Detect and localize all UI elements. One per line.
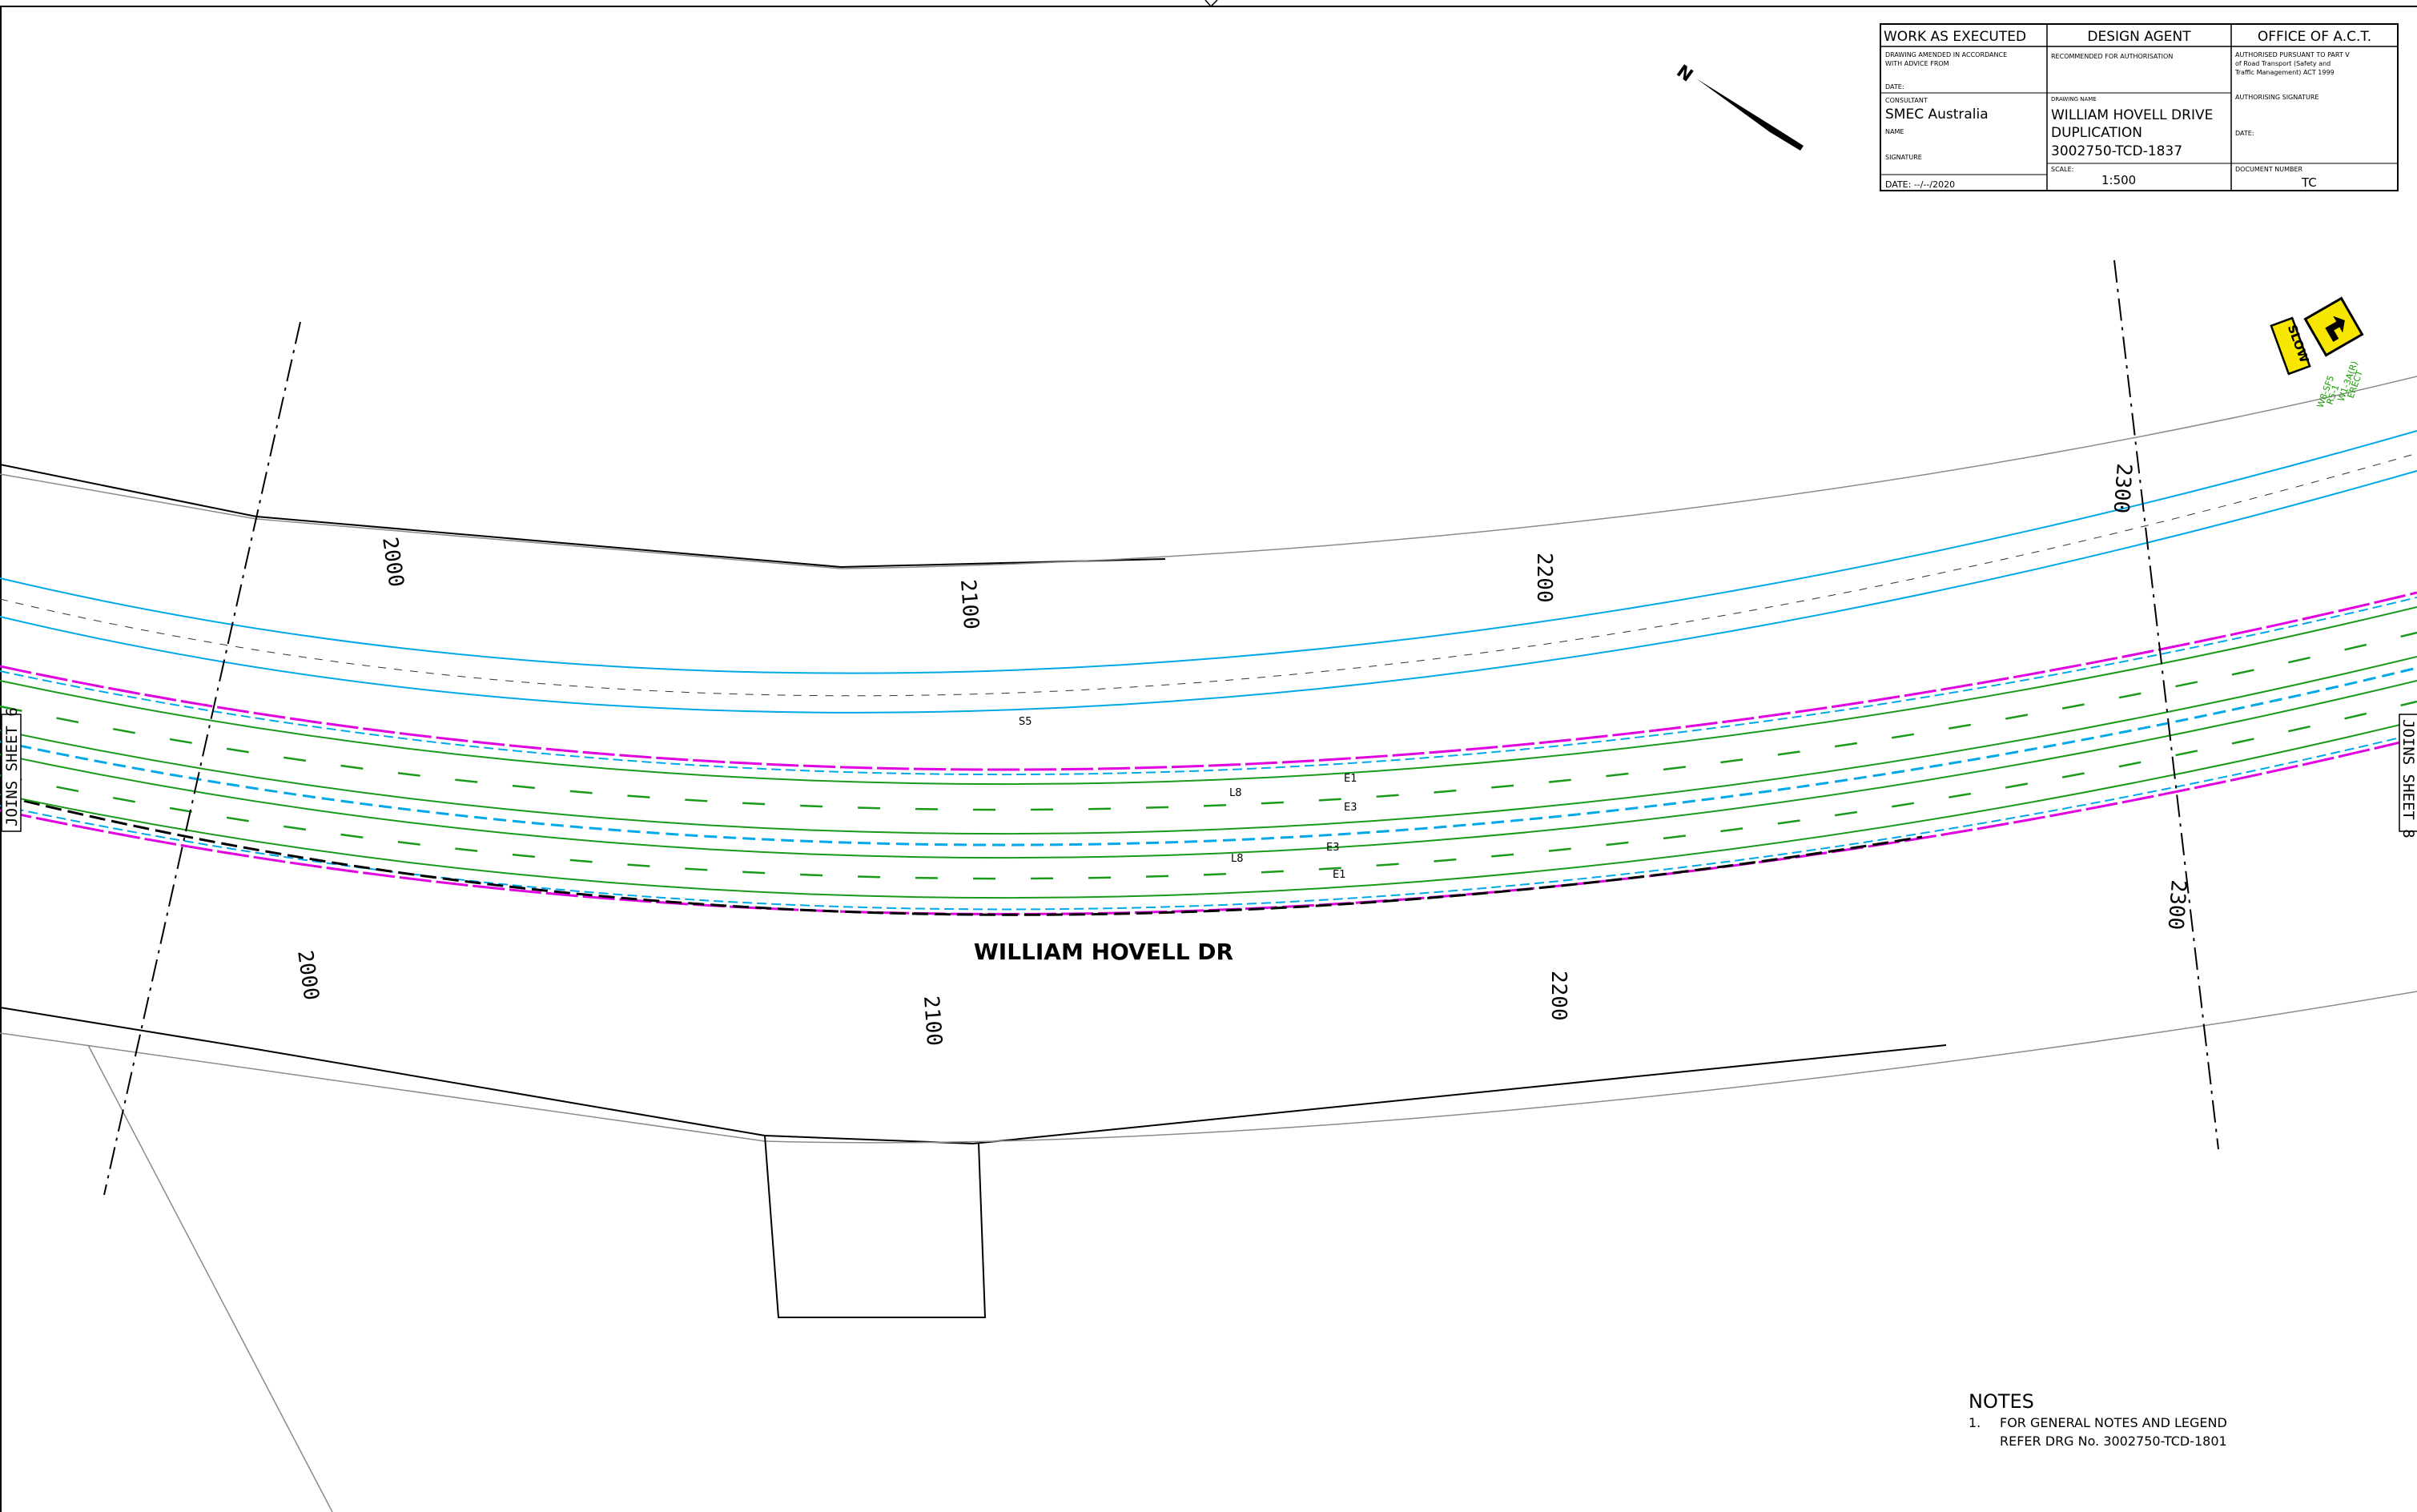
chainage-label: 2100 [955, 578, 983, 630]
wae-date-label: DATE: [1885, 83, 1904, 90]
chainage-label: 2100 [919, 995, 946, 1047]
line-code-label: E1 [1333, 869, 1346, 881]
name-label: NAME [1885, 128, 1904, 135]
document-number-label: DOCUMENT NUMBER [2235, 166, 2303, 173]
wae-title: WORK AS EXECUTED [1884, 29, 2026, 45]
notes: NOTES 1. FOR GENERAL NOTES AND LEGEND RE… [1969, 1390, 2227, 1449]
lane-lines [0, 606, 2417, 899]
chainage-label: 2300 [2163, 879, 2190, 931]
warning-sign [2303, 296, 2364, 357]
joins-sheet-right-label: JOINS SHEET 8 [2399, 719, 2417, 838]
road-name: WILLIAM HOVELL DR [974, 939, 1233, 965]
chainage-label: 2200 [1546, 971, 1570, 1021]
line-code-label: E3 [1326, 842, 1340, 854]
signature-label: SIGNATURE [1885, 154, 1922, 161]
amended-note: WITH ADVICE FROM [1885, 60, 1949, 67]
authorised-note: Traffic Management) ACT 1999 [2234, 69, 2335, 76]
scale-label: SCALE: [2051, 166, 2073, 173]
line-codes: S5 E1 L8 E3 E3 L8 E1 [1019, 716, 1357, 881]
amended-note: DRAWING AMENDED IN ACCORDANCE [1885, 51, 2007, 58]
north-arrow-label: N [1672, 62, 1696, 86]
drawing-name-label: DRAWING NAME [2051, 96, 2097, 103]
note-number: 1. [1969, 1415, 1981, 1430]
recommended-label: RECOMMENDED FOR AUTHORISATION [2051, 53, 2173, 60]
consultant-name: SMEC Australia [1885, 107, 1989, 123]
notes-heading: NOTES [1969, 1390, 2034, 1413]
line-code-label: L8 [1229, 787, 1242, 799]
note-text: REFER DRG No. 3002750-TCD-1801 [2000, 1434, 2227, 1449]
line-code-label: E1 [1344, 773, 1357, 785]
line-code-label: L8 [1231, 853, 1244, 865]
footpath-lines [0, 430, 2417, 714]
joins-sheet-left-label: JOINS SHEET 6 [3, 707, 21, 826]
wae-date: DATE: --/--/2020 [1885, 179, 1955, 190]
drawing-name: WILLIAM HOVELL DRIVE [2051, 107, 2213, 123]
scale-value: 1:500 [2101, 173, 2136, 187]
design-agent-title: DESIGN AGENT [2087, 29, 2191, 45]
drawing-name: DUPLICATION [2051, 125, 2142, 141]
authorised-note: AUTHORISED PURSUANT TO PART V [2235, 51, 2350, 58]
office-date-label: DATE: [2235, 130, 2254, 137]
consultant-label: CONSULTANT [1885, 97, 1928, 104]
drawing-number: 3002750-TCD-1837 [2051, 143, 2182, 159]
property-boundaries [0, 376, 2417, 1512]
chainage-label: 2200 [1532, 553, 1556, 603]
chainage-label: 2000 [377, 536, 408, 589]
chainage-label: 2300 [2109, 463, 2136, 515]
north-arrow: N [1672, 62, 1804, 151]
chainage-lines [103, 259, 2219, 1196]
joins-sheet-left: JOINS SHEET 6 [1, 707, 22, 832]
line-code-label: E3 [1344, 802, 1357, 814]
slow-sign: SLOW [2270, 316, 2312, 376]
office-title: OFFICE OF A.C.T. [2258, 29, 2371, 45]
document-number: TC [2301, 175, 2317, 190]
sign-instructions: ERECT W1-3A(R) R5-1 W8-SF5 [2315, 360, 2366, 409]
line-code-label: S5 [1019, 716, 1032, 728]
curve-arrow-icon [2325, 316, 2345, 342]
authorised-note: of Road Transport (Safety and [2235, 60, 2331, 67]
authorising-signature-label: AUTHORISING SIGNATURE [2235, 94, 2318, 101]
chainage-label: 2000 [292, 949, 323, 1002]
note-text: FOR GENERAL NOTES AND LEGEND [2000, 1415, 2227, 1430]
title-block: WORK AS EXECUTED DRAWING AMENDED IN ACCO… [1880, 23, 2399, 191]
carriageway-edges [0, 591, 2417, 916]
joins-sheet-right: JOINS SHEET 8 [2399, 714, 2417, 838]
